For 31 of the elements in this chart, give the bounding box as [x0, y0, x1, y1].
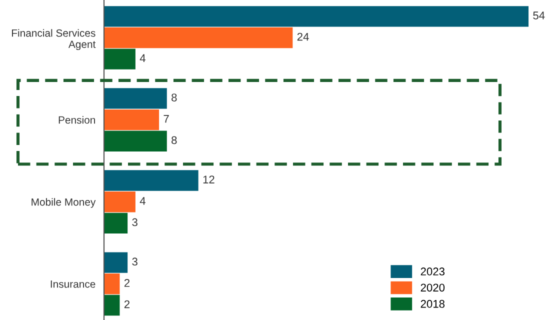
- data-label: 7: [164, 115, 169, 123]
- bar: [104, 130, 167, 152]
- data-label: 24: [297, 32, 309, 41]
- y-tick-label: Pension: [58, 116, 95, 124]
- legend-label: 2023: [420, 268, 445, 276]
- data-label: 8: [172, 94, 177, 102]
- data-label: 12: [203, 176, 214, 184]
- bar: [104, 252, 128, 273]
- bar: [104, 294, 120, 316]
- legend-label: 2018: [420, 300, 445, 308]
- y-tick-label: Insurance: [50, 280, 96, 288]
- bar: [104, 170, 198, 191]
- bar: [104, 27, 293, 48]
- bar: [104, 274, 120, 294]
- bar: [104, 6, 529, 27]
- bar: [104, 88, 167, 109]
- bar: [104, 212, 128, 234]
- data-label: 54: [533, 12, 545, 20]
- data-label: 3: [132, 258, 138, 266]
- bar: [104, 192, 136, 212]
- bar: [104, 48, 136, 70]
- data-label: 2: [124, 279, 130, 287]
- data-label: 8: [172, 136, 177, 144]
- legend-label: 2020: [420, 284, 445, 292]
- data-label: 3: [132, 218, 138, 226]
- bar: [104, 109, 160, 130]
- data-label: 2: [124, 300, 130, 308]
- data-label: 4: [140, 54, 146, 62]
- y-tick-label: Mobile Money: [32, 198, 96, 208]
- data-label: 4: [140, 197, 146, 205]
- y-tick-label: Financial Services Agent: [12, 29, 96, 50]
